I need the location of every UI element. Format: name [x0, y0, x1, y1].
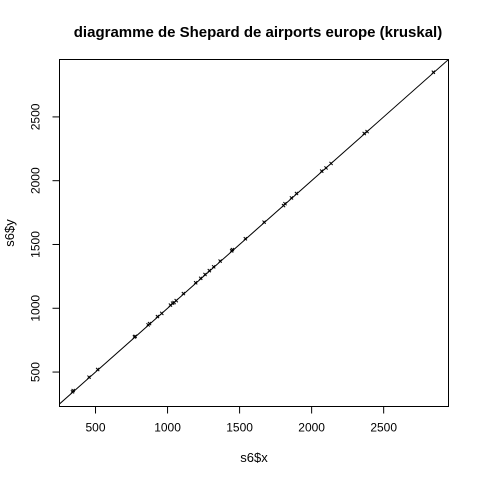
- x-tick-label: 2500: [370, 421, 397, 435]
- data-point: [207, 268, 212, 273]
- data-point: [133, 334, 138, 339]
- data-point: [329, 161, 334, 166]
- x-tick-label: 500: [86, 421, 106, 435]
- data-point: [365, 129, 370, 134]
- data-point: [289, 195, 294, 200]
- x-tick-label: 2000: [298, 421, 325, 435]
- y-tick-label: 1000: [29, 295, 43, 322]
- x-tick-label: 1000: [154, 421, 181, 435]
- y-tick-label: 2000: [29, 167, 43, 194]
- x-axis-label: s6$x: [240, 450, 268, 465]
- x-tick-label: 1500: [226, 421, 253, 435]
- data-point: [218, 259, 223, 264]
- data-point: [324, 165, 328, 170]
- data-point: [230, 247, 235, 252]
- data-point: [243, 236, 248, 241]
- data-point: [203, 272, 207, 277]
- data-point: [71, 388, 76, 393]
- data-point: [95, 367, 100, 372]
- data-point: [262, 220, 267, 225]
- data-point: [431, 70, 436, 75]
- data-point: [181, 291, 186, 296]
- data-point: [319, 169, 324, 174]
- y-tick-label: 2500: [29, 103, 43, 130]
- plot-frame: [59, 59, 449, 407]
- y-tick-label: 500: [29, 362, 43, 382]
- plot-area: [59, 59, 449, 407]
- data-point: [362, 131, 367, 136]
- y-axis-label: s6$y: [2, 219, 17, 247]
- data-point: [174, 298, 179, 303]
- identity-line: [59, 59, 449, 405]
- plot-clip-group: [59, 59, 449, 405]
- data-point: [294, 191, 299, 196]
- data-point: [87, 375, 91, 380]
- data-point: [155, 314, 160, 319]
- data-point: [283, 201, 287, 206]
- chart-title: diagramme de Shepard de airports europe …: [74, 24, 442, 41]
- data-point: [193, 280, 198, 285]
- y-axis: 500 1000 1500 2000 2500: [29, 103, 60, 382]
- data-point: [211, 264, 216, 269]
- data-point: [147, 321, 152, 326]
- data-point: [198, 276, 203, 281]
- x-axis: 500 1000 1500 2000 2500: [86, 406, 397, 435]
- y-tick-label: 1500: [29, 231, 43, 258]
- data-point: [159, 311, 164, 316]
